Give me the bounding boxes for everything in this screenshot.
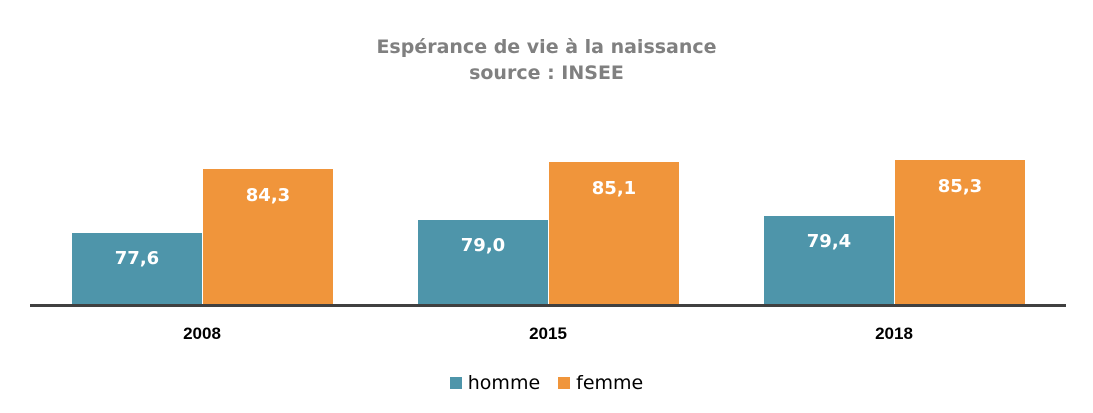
bar-homme-2018: 79,4 xyxy=(764,216,894,304)
x-axis-line xyxy=(30,304,1066,307)
legend: homme femme xyxy=(0,372,1093,394)
data-label: 85,1 xyxy=(591,178,637,199)
data-label: 79,4 xyxy=(806,231,852,252)
x-tick-label: 2008 xyxy=(183,324,221,343)
chart-title: Espérance de vie à la naissance xyxy=(376,36,717,58)
legend-label: femme xyxy=(576,372,644,394)
data-label: 85,3 xyxy=(937,176,983,197)
legend-swatch-icon xyxy=(449,377,462,389)
data-label: 84,3 xyxy=(245,185,291,206)
legend-item-homme: homme xyxy=(449,372,541,394)
x-tick-label: 2015 xyxy=(529,324,567,343)
data-label: 79,0 xyxy=(460,235,506,256)
legend-label: homme xyxy=(467,372,541,394)
legend-item-femme: femme xyxy=(558,372,643,394)
x-tick-label: 2018 xyxy=(875,324,913,343)
bar-femme-2018: 85,3 xyxy=(895,160,1025,304)
data-label: 77,6 xyxy=(114,248,160,269)
bar-femme-2008: 84,3 xyxy=(203,169,333,304)
legend-swatch-icon xyxy=(558,377,571,389)
bar-homme-2008: 77,6 xyxy=(72,233,202,304)
bar-femme-2015: 85,1 xyxy=(549,162,679,304)
chart-subtitle: source : INSEE xyxy=(469,62,624,84)
bar-homme-2015: 79,0 xyxy=(418,220,548,304)
